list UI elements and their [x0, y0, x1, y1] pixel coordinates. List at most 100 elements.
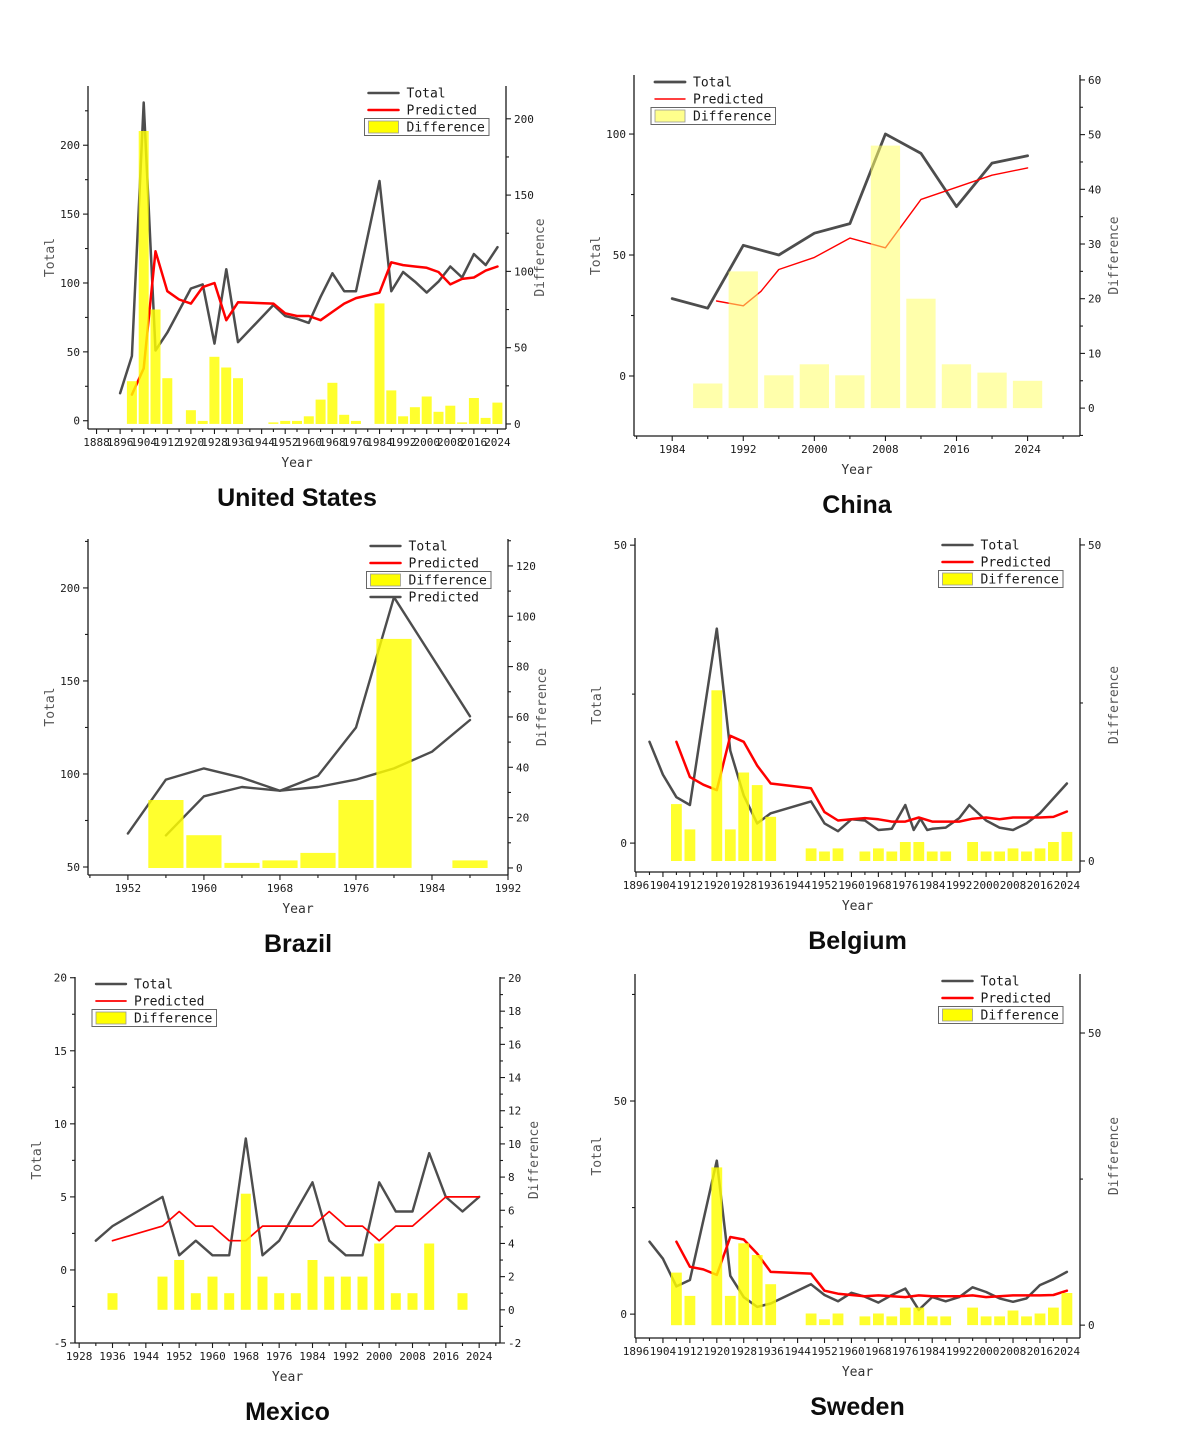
svg-text:2000: 2000 — [366, 1350, 393, 1363]
difference-bar — [926, 851, 938, 861]
svg-text:2024: 2024 — [1054, 879, 1081, 892]
difference-bar — [671, 1272, 682, 1326]
svg-text:-5: -5 — [54, 1337, 67, 1350]
difference-bar — [765, 1284, 777, 1326]
difference-bar — [1061, 1293, 1073, 1326]
svg-text:1992: 1992 — [333, 1350, 360, 1363]
chart-united-states: 0501001502000501001502001888189619041912… — [43, 86, 548, 471]
legend-patch-swatch — [942, 572, 973, 586]
svg-text:14: 14 — [508, 1072, 522, 1085]
svg-text:0: 0 — [620, 837, 627, 850]
difference-bar — [728, 271, 758, 409]
svg-text:2008: 2008 — [1000, 1345, 1027, 1358]
series-line-predicted — [130, 250, 499, 396]
difference-bar — [1061, 831, 1073, 861]
svg-text:150: 150 — [60, 208, 80, 221]
difference-bar — [290, 1293, 301, 1310]
svg-text:50: 50 — [614, 1095, 627, 1108]
svg-text:1952: 1952 — [166, 1350, 193, 1363]
difference-bar — [339, 414, 350, 424]
difference-bar — [186, 835, 222, 868]
difference-bar — [899, 1307, 911, 1326]
svg-text:80: 80 — [516, 661, 529, 674]
svg-text:120: 120 — [516, 560, 536, 573]
difference-bar — [374, 1243, 385, 1310]
series-line-total — [648, 1159, 1069, 1312]
chart-title-china: China — [822, 491, 892, 519]
difference-bar — [967, 1307, 978, 1326]
difference-bar — [468, 398, 479, 424]
difference-bar — [303, 416, 314, 424]
series-line-total — [648, 627, 1069, 833]
chart-title-mexico: Mexico — [245, 1398, 330, 1426]
svg-text:0: 0 — [1088, 855, 1095, 868]
legend-label: Difference — [981, 1009, 1059, 1024]
x-axis-label: Year — [842, 1365, 873, 1380]
legend-label: Total — [134, 978, 173, 993]
legend-label: Total — [693, 76, 732, 91]
difference-bar — [751, 1255, 763, 1326]
difference-bar — [724, 829, 736, 861]
svg-text:1896: 1896 — [623, 1345, 650, 1358]
svg-text:1976: 1976 — [892, 1345, 919, 1358]
legend-patch-swatch — [368, 120, 399, 134]
svg-text:5: 5 — [60, 1191, 67, 1204]
svg-text:2024: 2024 — [466, 1350, 493, 1363]
difference-bar — [994, 851, 1005, 861]
difference-bar — [398, 416, 409, 424]
legend-box — [91, 1009, 217, 1027]
difference-bar — [886, 851, 898, 861]
difference-bar — [150, 309, 161, 424]
legend-patch-swatch — [654, 109, 686, 123]
difference-bar — [209, 356, 220, 424]
x-axis-label: Year — [842, 899, 873, 914]
svg-text:50: 50 — [514, 342, 527, 355]
difference-bar — [390, 1293, 401, 1310]
chart-title-belgium: Belgium — [808, 927, 907, 955]
left-axis-label: Total — [590, 1136, 605, 1175]
svg-text:10: 10 — [508, 1138, 521, 1151]
legend-label: Difference — [981, 573, 1059, 588]
difference-bar — [138, 131, 149, 424]
svg-text:100: 100 — [516, 610, 536, 623]
difference-bar — [340, 1276, 351, 1310]
difference-bar — [338, 800, 374, 868]
svg-text:1968: 1968 — [865, 1345, 892, 1358]
svg-text:0: 0 — [620, 1308, 627, 1321]
difference-bar — [980, 1316, 992, 1326]
svg-text:1952: 1952 — [272, 436, 299, 449]
difference-bar — [1034, 848, 1046, 861]
difference-bar — [376, 638, 412, 868]
svg-text:2000: 2000 — [413, 436, 440, 449]
difference-bar — [805, 848, 817, 861]
svg-text:2024: 2024 — [484, 436, 511, 449]
svg-text:40: 40 — [516, 761, 529, 774]
difference-bar — [913, 842, 925, 861]
difference-bar — [711, 690, 723, 861]
right-axis-label: Difference — [533, 218, 548, 296]
difference-bar — [185, 410, 196, 424]
difference-bar — [374, 303, 385, 424]
svg-text:150: 150 — [514, 189, 534, 202]
left-axis-label: Total — [43, 238, 58, 277]
svg-text:1888: 1888 — [83, 436, 110, 449]
svg-text:1944: 1944 — [784, 879, 811, 892]
chart-title-brazil: Brazil — [263, 930, 333, 958]
difference-bar — [873, 848, 884, 861]
svg-text:10: 10 — [1088, 347, 1101, 360]
svg-text:100: 100 — [514, 265, 534, 278]
chart-mexico: -5 0 5 10 15 20 -2 0 2 4 6 8 10 12 14 16 18 20 1928 1936 194… — [30, 972, 542, 1385]
svg-text:1992: 1992 — [730, 443, 757, 456]
svg-text:100: 100 — [60, 768, 80, 781]
svg-text:0: 0 — [514, 418, 521, 431]
svg-text:2016: 2016 — [1027, 879, 1054, 892]
legend-label: Total — [981, 975, 1020, 990]
difference-bar — [457, 1293, 468, 1310]
svg-text:50: 50 — [1088, 539, 1101, 552]
svg-text:1976: 1976 — [343, 436, 370, 449]
difference-bar — [224, 1293, 235, 1310]
difference-bar — [148, 800, 184, 868]
svg-text:2008: 2008 — [1000, 879, 1027, 892]
